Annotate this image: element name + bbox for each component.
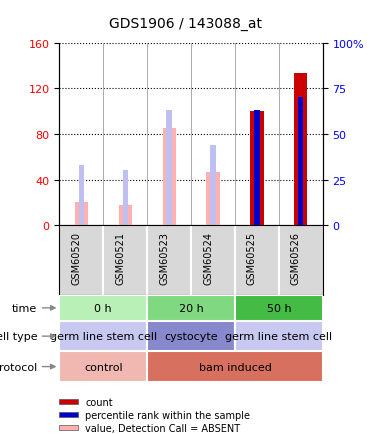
Bar <box>235 321 323 352</box>
Text: count: count <box>85 397 113 407</box>
Text: GSM60520: GSM60520 <box>71 231 81 284</box>
Text: GSM60523: GSM60523 <box>159 231 169 284</box>
Text: germ line stem cell: germ line stem cell <box>225 332 332 341</box>
Bar <box>250 112 263 226</box>
Bar <box>235 295 323 321</box>
Bar <box>298 98 303 226</box>
Bar <box>147 295 235 321</box>
Bar <box>147 321 235 352</box>
Text: GDS1906 / 143088_at: GDS1906 / 143088_at <box>109 17 262 31</box>
Bar <box>210 145 216 226</box>
Bar <box>59 295 147 321</box>
Bar <box>59 412 78 417</box>
Bar <box>206 172 220 226</box>
Text: value, Detection Call = ABSENT: value, Detection Call = ABSENT <box>85 423 240 433</box>
Bar <box>119 205 132 226</box>
Bar <box>162 129 176 226</box>
Bar <box>59 321 147 352</box>
Text: protocol: protocol <box>0 362 37 372</box>
Bar <box>167 111 172 226</box>
Text: 0 h: 0 h <box>95 303 112 313</box>
Text: cell type: cell type <box>0 332 37 341</box>
Text: GSM60521: GSM60521 <box>115 231 125 284</box>
Bar <box>59 425 78 430</box>
Text: 50 h: 50 h <box>266 303 291 313</box>
Text: 20 h: 20 h <box>179 303 203 313</box>
Bar <box>147 352 323 382</box>
Bar <box>75 203 88 226</box>
Bar <box>59 399 78 404</box>
Bar <box>294 74 308 226</box>
Bar <box>254 111 260 226</box>
Bar <box>79 165 84 226</box>
Text: percentile rank within the sample: percentile rank within the sample <box>85 410 250 420</box>
Text: GSM60525: GSM60525 <box>247 231 257 284</box>
Text: germ line stem cell: germ line stem cell <box>50 332 157 341</box>
Bar <box>122 171 128 226</box>
Text: GSM60524: GSM60524 <box>203 231 213 284</box>
Text: bam induced: bam induced <box>198 362 272 372</box>
Bar <box>59 352 147 382</box>
Text: time: time <box>12 303 37 313</box>
Text: control: control <box>84 362 122 372</box>
Text: GSM60526: GSM60526 <box>291 231 301 284</box>
Text: cystocyte: cystocyte <box>164 332 218 341</box>
